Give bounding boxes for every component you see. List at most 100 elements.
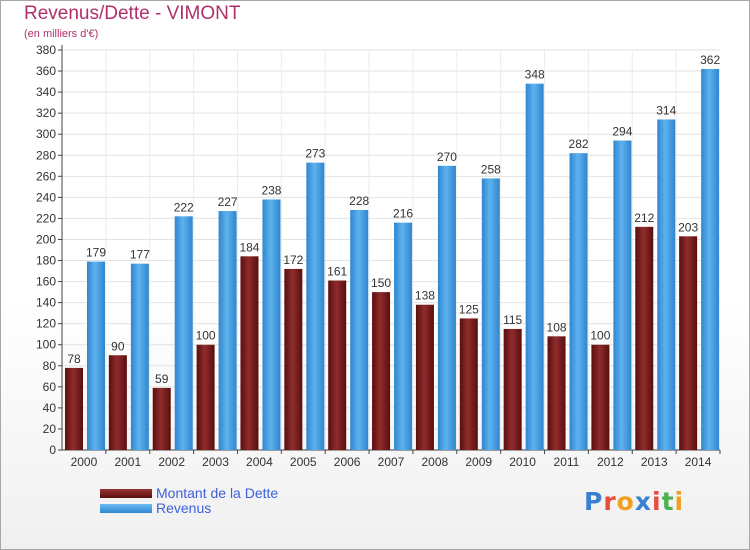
y-tick-label: 40 [43, 401, 57, 415]
logo-letter: x [634, 487, 652, 516]
bar-revenue [437, 165, 456, 450]
data-label-revenue: 294 [612, 125, 632, 139]
bar-debt [328, 280, 347, 450]
data-label-debt: 125 [459, 302, 479, 316]
data-label-revenue: 222 [174, 200, 194, 214]
bar-debt [459, 318, 478, 450]
legend-swatch-revenue [100, 504, 152, 513]
logo-letter: o [616, 487, 635, 516]
y-tick-label: 280 [36, 148, 56, 162]
x-tick-label: 2005 [290, 455, 317, 469]
legend-swatch-debt [100, 489, 152, 498]
data-label-debt: 100 [590, 329, 610, 343]
chart-subtitle: (en milliers d'€) [24, 28, 99, 40]
logo-letter: i [674, 487, 685, 516]
x-tick-label: 2007 [378, 455, 405, 469]
y-tick-label: 380 [36, 43, 56, 57]
x-tick-label: 2013 [641, 455, 668, 469]
x-tick-label: 2010 [509, 455, 536, 469]
x-tick-label: 2011 [554, 455, 580, 469]
bar-revenue [130, 263, 149, 450]
bar-debt [65, 367, 83, 450]
data-label-debt: 212 [634, 211, 654, 225]
bar-revenue [174, 216, 193, 450]
y-tick-label: 360 [36, 64, 56, 78]
data-label-revenue: 228 [349, 194, 369, 208]
bar-revenue [569, 153, 588, 450]
data-label-debt: 161 [327, 265, 347, 279]
data-label-revenue: 216 [393, 207, 413, 221]
logo-letter: r [603, 487, 617, 516]
y-tick-label: 120 [36, 317, 56, 331]
data-label-revenue: 282 [569, 137, 589, 151]
data-label-debt: 100 [196, 329, 216, 343]
logo-letter: P [584, 487, 604, 516]
x-tick-label: 2009 [465, 455, 492, 469]
y-tick-label: 240 [36, 190, 56, 204]
data-label-debt: 59 [155, 372, 169, 386]
bar-debt [415, 304, 434, 450]
y-tick-label: 160 [36, 275, 56, 289]
bar-debt [284, 268, 303, 450]
data-label-revenue: 348 [525, 68, 545, 82]
x-tick-label: 2012 [597, 455, 624, 469]
data-label-debt: 150 [371, 276, 391, 290]
data-label-revenue: 362 [700, 53, 720, 67]
x-tick-label: 2002 [158, 455, 185, 469]
data-label-debt: 184 [239, 240, 259, 254]
bar-debt [547, 336, 566, 450]
data-label-debt: 108 [547, 320, 567, 334]
data-label-revenue: 227 [218, 195, 238, 209]
bar-revenue [701, 68, 720, 451]
bar-revenue [87, 261, 105, 450]
legend-label-debt: Montant de la Dette [156, 485, 279, 501]
y-tick-label: 60 [43, 380, 57, 394]
bar-debt [503, 328, 522, 450]
data-label-revenue: 177 [130, 248, 150, 262]
y-tick-label: 140 [36, 296, 56, 310]
data-label-debt: 203 [678, 220, 698, 234]
bar-revenue [306, 162, 325, 450]
y-tick-label: 300 [36, 127, 56, 141]
bar-debt [591, 344, 610, 450]
data-label-debt: 78 [67, 352, 81, 366]
data-label-revenue: 273 [305, 147, 325, 161]
y-tick-label: 340 [36, 85, 56, 99]
chart-title: Revenus/Dette - VIMONT [24, 3, 241, 24]
y-tick-label: 0 [49, 443, 56, 457]
y-tick-label: 100 [36, 338, 56, 352]
data-label-revenue: 179 [86, 246, 106, 260]
y-tick-label: 180 [36, 254, 56, 268]
bar-revenue [350, 210, 369, 450]
data-label-debt: 90 [111, 339, 125, 353]
x-tick-label: 2014 [685, 455, 712, 469]
x-tick-label: 2001 [114, 455, 141, 469]
y-tick-label: 20 [43, 422, 57, 436]
y-tick-label: 80 [43, 359, 57, 373]
x-tick-label: 2008 [422, 455, 449, 469]
y-tick-label: 260 [36, 169, 56, 183]
bar-revenue [657, 119, 676, 450]
bar-debt [152, 387, 171, 450]
data-label-debt: 115 [503, 313, 522, 327]
bar-revenue [481, 178, 500, 450]
bar-debt [679, 236, 698, 450]
y-tick-label: 200 [36, 232, 56, 246]
bar-debt [108, 355, 127, 450]
data-label-revenue: 258 [481, 162, 501, 176]
bar-revenue [218, 211, 237, 450]
bar-revenue [525, 83, 544, 451]
bar-debt [635, 226, 654, 450]
data-label-revenue: 238 [261, 183, 281, 197]
y-tick-label: 220 [36, 211, 56, 225]
bar-revenue [262, 199, 281, 450]
data-label-debt: 138 [415, 289, 435, 303]
y-tick-label: 320 [36, 106, 56, 120]
logo-letter: t [661, 487, 675, 516]
bar-debt [196, 344, 215, 450]
bar-revenue [613, 140, 632, 451]
bar-revenue [394, 222, 413, 450]
x-tick-label: 2000 [71, 455, 98, 469]
logo-letter: i [652, 487, 662, 516]
legend-label-revenue: Revenus [156, 500, 212, 516]
